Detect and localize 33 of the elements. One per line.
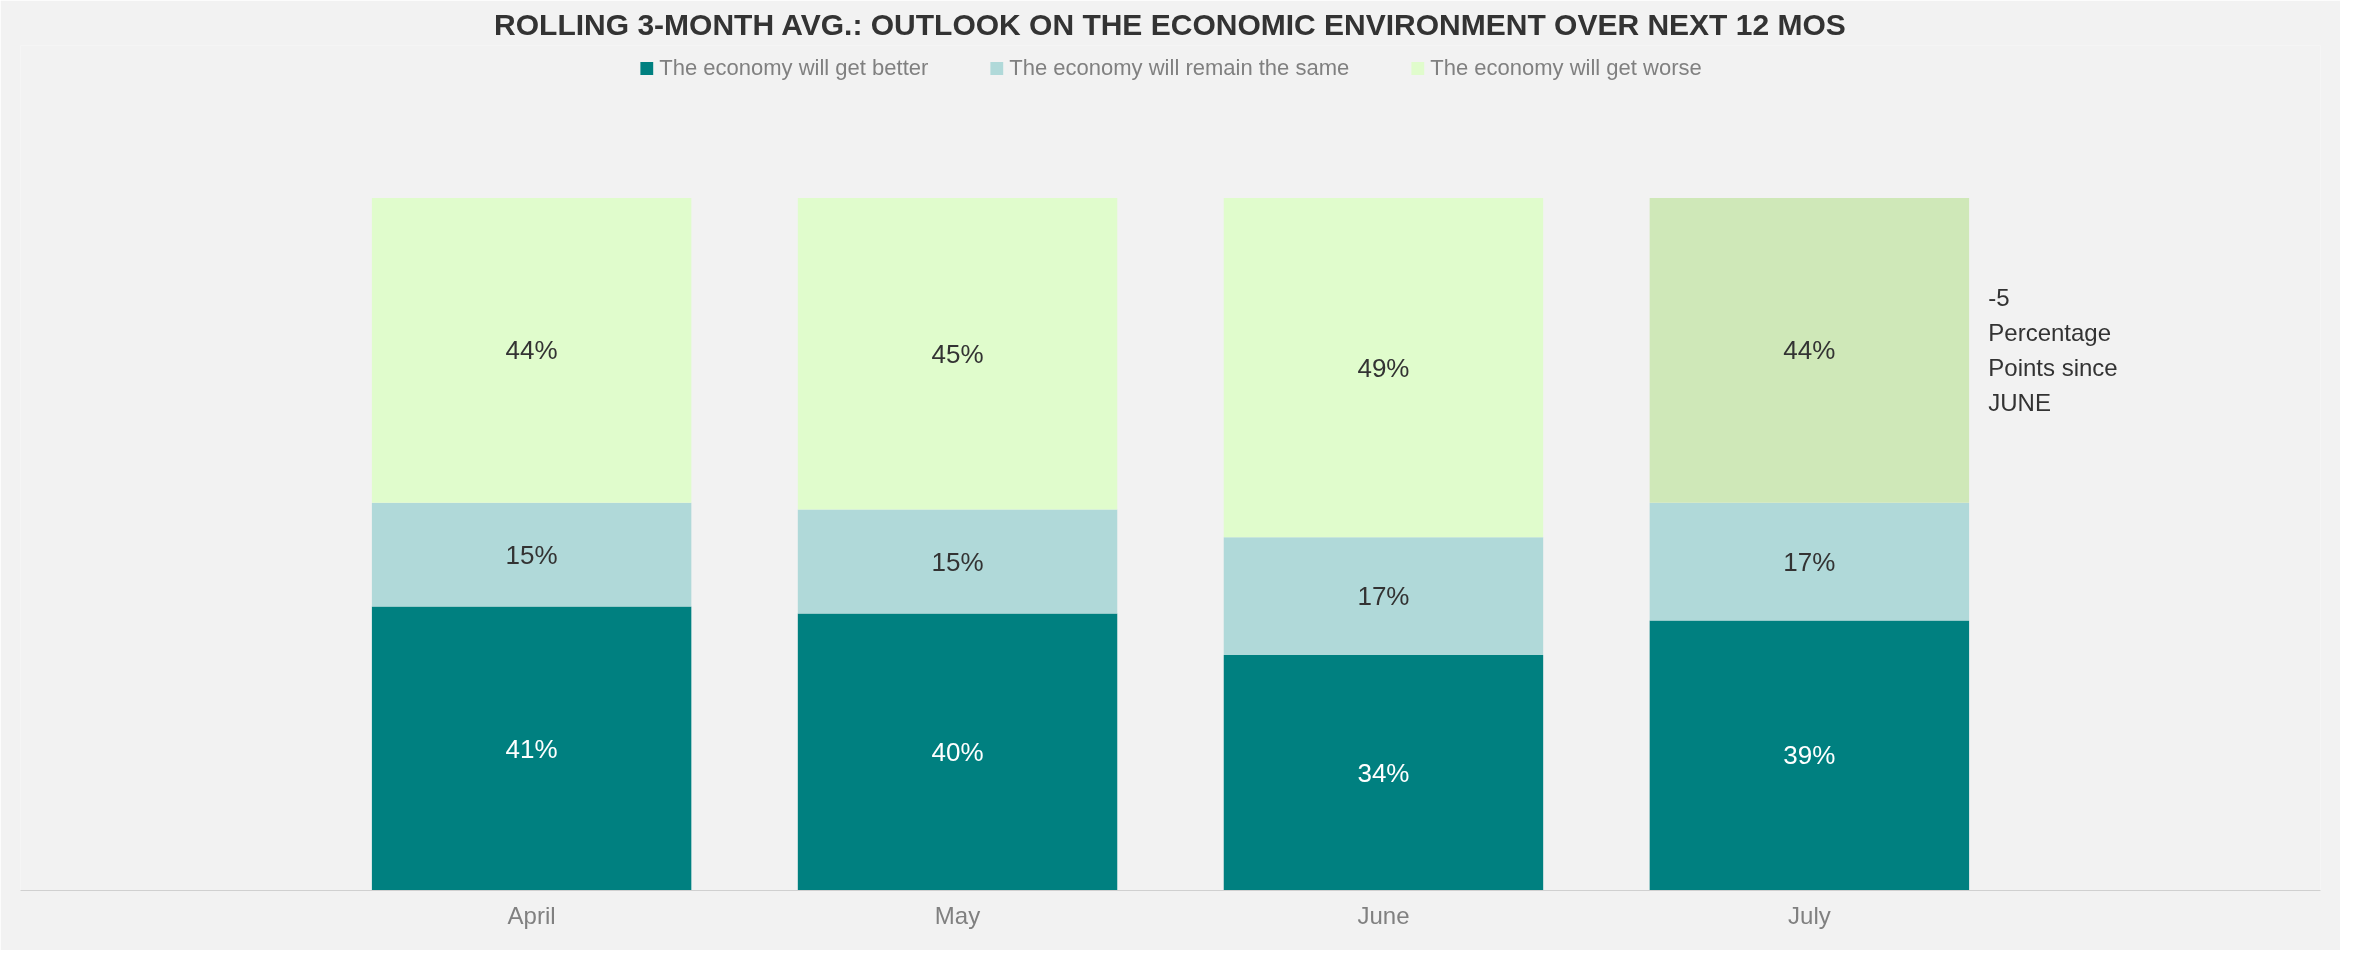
data-label: 44% xyxy=(505,335,558,366)
bar xyxy=(371,197,692,503)
bar xyxy=(1649,502,1970,621)
legend-label: The economy will get worse xyxy=(1430,55,1702,81)
chart-title: ROLLING 3-MONTH AVG.: OUTLOOK ON THE ECONOMIC ENVIRONMENT OVER NEXT 12 MOS xyxy=(494,7,1846,41)
bar xyxy=(371,502,692,607)
legend-label: The economy will remain the same xyxy=(1009,55,1350,81)
data-label: 49% xyxy=(1357,352,1410,383)
bar xyxy=(797,509,1118,614)
data-label: 34% xyxy=(1357,757,1410,788)
data-label: 45% xyxy=(931,338,984,369)
data-label: 17% xyxy=(1357,581,1410,612)
data-label: 39% xyxy=(1783,740,1836,771)
bar xyxy=(797,613,1118,891)
annotation: -5 Percentage Points since JUNE xyxy=(1988,284,2118,417)
x-tick-label: May xyxy=(934,901,981,929)
x-tick-label: April xyxy=(507,901,556,929)
data-label: 44% xyxy=(1783,335,1836,366)
bar xyxy=(1223,537,1544,656)
data-label: 15% xyxy=(505,539,558,570)
data-label: 41% xyxy=(505,733,558,764)
bar xyxy=(797,197,1118,510)
bar xyxy=(1223,197,1544,538)
data-label: 17% xyxy=(1783,546,1836,577)
x-tick-label: June xyxy=(1357,901,1410,929)
x-tick-label: July xyxy=(1788,901,1831,929)
legend-label: The economy will get better xyxy=(659,55,929,81)
bar xyxy=(371,606,692,891)
bar xyxy=(1649,620,1970,891)
bar xyxy=(1223,655,1544,891)
bar xyxy=(1649,197,1970,503)
data-label: 40% xyxy=(931,736,984,767)
data-label: 15% xyxy=(931,546,984,577)
